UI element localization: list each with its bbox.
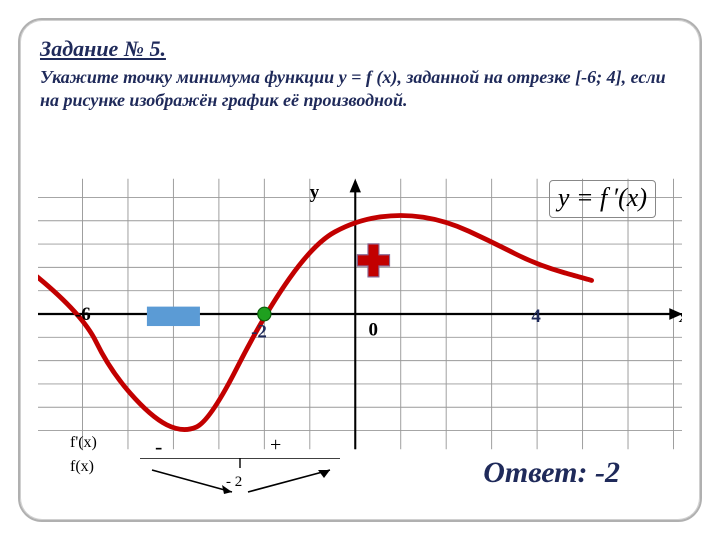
fprime-label: f'(x) <box>70 434 97 451</box>
svg-text:0: 0 <box>369 319 378 340</box>
task-problem: Укажите точку минимума функции y = f (x)… <box>40 66 680 111</box>
svg-text:y: y <box>310 182 320 203</box>
minus-sign: - <box>155 434 162 460</box>
sign-arrows-svg: - 2 <box>140 458 340 500</box>
svg-text:x: x <box>679 306 682 327</box>
answer-label: Ответ: -2 <box>483 456 620 490</box>
svg-text:-6: -6 <box>75 304 91 325</box>
formula-label: y = f ′(x) <box>549 180 656 218</box>
task-title: Задание № 5. <box>40 36 682 62</box>
f-label: f(x) <box>70 458 94 475</box>
svg-text:- 2: - 2 <box>226 474 242 490</box>
chart-area: y x 0 -6 -2 4 <box>38 178 682 450</box>
chart-svg: y x 0 -6 -2 4 <box>38 178 682 450</box>
svg-text:4: 4 <box>531 306 541 327</box>
svg-text:-2: -2 <box>251 321 267 342</box>
plus-sign: + <box>270 434 281 457</box>
